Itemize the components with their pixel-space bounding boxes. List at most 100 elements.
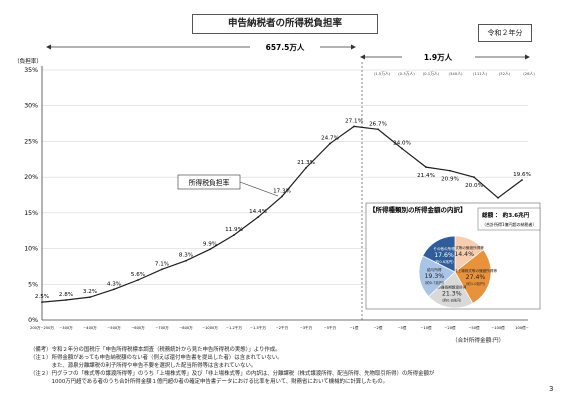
data-label: 14.4% <box>249 209 267 215</box>
x-tick-label: ~800万 <box>179 326 193 330</box>
series-callout-label: 所得税負担率 <box>189 178 230 187</box>
data-label: 7.1% <box>155 261 169 267</box>
x-tick-label: ~700万 <box>155 326 169 330</box>
pie-slice-label: 給与所得 <box>427 267 442 272</box>
data-label: 21.3% <box>297 160 315 166</box>
note-line: （注２）円グラフの「株式等の譲渡所得等」のうち「上場株式等」及び「非上場株式等」… <box>30 371 435 377</box>
data-label: 2.5% <box>35 294 49 300</box>
x-tick-label: ~600万 <box>131 326 145 330</box>
x-tick-label: 200万~250万 <box>30 326 54 330</box>
data-point <box>521 179 523 181</box>
x-tick-label: ~5千万 <box>324 325 337 330</box>
x-tick-label: ~20億 <box>444 325 456 330</box>
series-line-group <box>41 125 523 304</box>
right-count-label: 1.9万人 <box>424 53 453 62</box>
data-label: 17.3% <box>273 188 291 194</box>
data-label: 26.7% <box>369 121 387 127</box>
count-label: (1.5万人) <box>374 71 391 76</box>
pie-slice-label: 分離長期譲渡所得 <box>437 285 466 290</box>
x-tick-label: ~1.2千万 <box>226 325 242 330</box>
x-tick-label: ~50億 <box>468 325 480 330</box>
pie-slice-label: 非上場株式等の譲渡所得等 <box>454 268 498 273</box>
x-tick-label: ~2億 <box>374 325 383 330</box>
x-tick-label: ~1億 <box>350 325 359 330</box>
y-axis-title: （負担率） <box>14 57 42 65</box>
x-axis-unit-note: （合計所得金額:円） <box>452 338 505 344</box>
series-callout-leader <box>239 181 279 197</box>
pie-slice <box>418 255 456 297</box>
data-point <box>89 296 91 299</box>
data-label: 5.6% <box>131 272 145 278</box>
x-tick-label: ~1.5千万 <box>250 325 266 330</box>
x-tick-label: ~5億 <box>398 325 407 330</box>
page-number: 3 <box>549 385 554 393</box>
pie-slice <box>428 271 474 309</box>
data-point <box>113 288 115 291</box>
pie-slice-pct: 27.4% <box>466 274 486 281</box>
data-point <box>209 248 211 251</box>
x-tick-label: ~2千万 <box>276 325 289 330</box>
count-arrows: 657.5万人 1.9万人 <box>46 43 530 62</box>
data-point <box>353 125 355 128</box>
x-tick-label: ~100億 <box>491 325 505 330</box>
pie-total-box <box>477 207 541 231</box>
data-label: 11.9% <box>225 227 243 233</box>
data-label: 20.9% <box>441 177 459 183</box>
data-label: 27.1% <box>345 118 363 124</box>
pie-slice-sub: （約0.6兆円） <box>432 259 456 264</box>
x-tick-label: ~300万 <box>59 326 73 330</box>
y-tick-label: 20% <box>24 174 38 181</box>
y-tick-label: 25% <box>24 138 38 145</box>
gridlines <box>41 66 528 321</box>
notes-block: （備考）令和２年分の国税庁「申告所得税標本調査（税務統計から見た申告所得税の実態… <box>30 346 550 386</box>
x-tick-label: ~10億 <box>420 325 432 330</box>
x-tick-label: ~1000万 <box>202 326 218 330</box>
data-label: 24.0% <box>393 141 411 147</box>
data-point <box>41 301 43 304</box>
data-label: 4.3% <box>107 281 121 287</box>
left-arrow-head-2 <box>351 44 356 50</box>
count-label: (111人) <box>473 71 488 76</box>
note-line: （備考）令和２年分の国税庁「申告所得税標本調査（税務統計から見た申告所得税の実態… <box>30 347 281 353</box>
data-label: 3.2% <box>83 289 97 295</box>
data-point <box>425 166 427 169</box>
pie-slice-label: 上場株式等の譲渡所得等 <box>444 245 484 250</box>
data-point <box>473 176 475 179</box>
count-label: (340人) <box>448 71 463 76</box>
pie-title: 【所得種類別の所得金額の内訳】 <box>369 205 467 214</box>
note-line: また、源泉分離課税の利子所得や申告不要を選択した配当所得等は含まれていない。 <box>30 363 257 369</box>
left-count-label: 657.5万人 <box>266 43 305 52</box>
x-tick-label: ~500万 <box>107 326 121 330</box>
data-point <box>449 169 451 172</box>
pie-slice-label: その他の所得 <box>433 246 455 251</box>
x-tick-label: ~3千万 <box>300 325 313 330</box>
count-label: (32人) <box>499 71 511 76</box>
era-badge: 令和２年分 <box>478 24 532 42</box>
count-label: (0.1万人) <box>423 71 440 76</box>
y-tick-label: 30% <box>24 103 38 110</box>
x-tick-label: ~400万 <box>83 326 97 330</box>
right-arrow-head-2 <box>525 54 530 60</box>
note-line: 1000万円超である者のうち合計所得金額１億円超の者の確定申告書データにおける比… <box>30 379 389 385</box>
right-count-row: (1.5万人) (0.3万人) (0.1万人) (340人) (111人) (32人) (2… <box>374 71 536 76</box>
data-point <box>257 216 259 219</box>
y-tick-label: 5% <box>28 281 38 288</box>
data-label: 21.4% <box>417 173 435 179</box>
note-line: （注１）所得金額があっても申告納税額のない者（例えば還付申告書を提出した者）は含… <box>30 355 283 361</box>
right-arrow-head <box>360 54 365 60</box>
pie-slice-pct: 21.3% <box>442 291 462 298</box>
pie-slice-pct: 17.6% <box>434 252 454 259</box>
data-point <box>377 128 379 131</box>
x-tick-labels: 200万~250万 ~300万 ~400万 ~500万 ~600万 ~700万 ~800万 ~… <box>30 325 529 330</box>
data-label: 19.6% <box>513 172 531 178</box>
data-label: 24.7% <box>321 136 339 142</box>
page-title: 申告納税者の所得税負担率 <box>192 14 378 34</box>
data-point <box>233 234 235 236</box>
y-tick-labels: 0% 5% 10% 15% 20% 25% 30% 35% <box>24 67 38 324</box>
pie-slice-pct: 14.4% <box>454 251 474 258</box>
data-point <box>497 196 499 199</box>
data-label: 20.0% <box>465 183 483 189</box>
y-tick-label: 35% <box>24 67 38 74</box>
